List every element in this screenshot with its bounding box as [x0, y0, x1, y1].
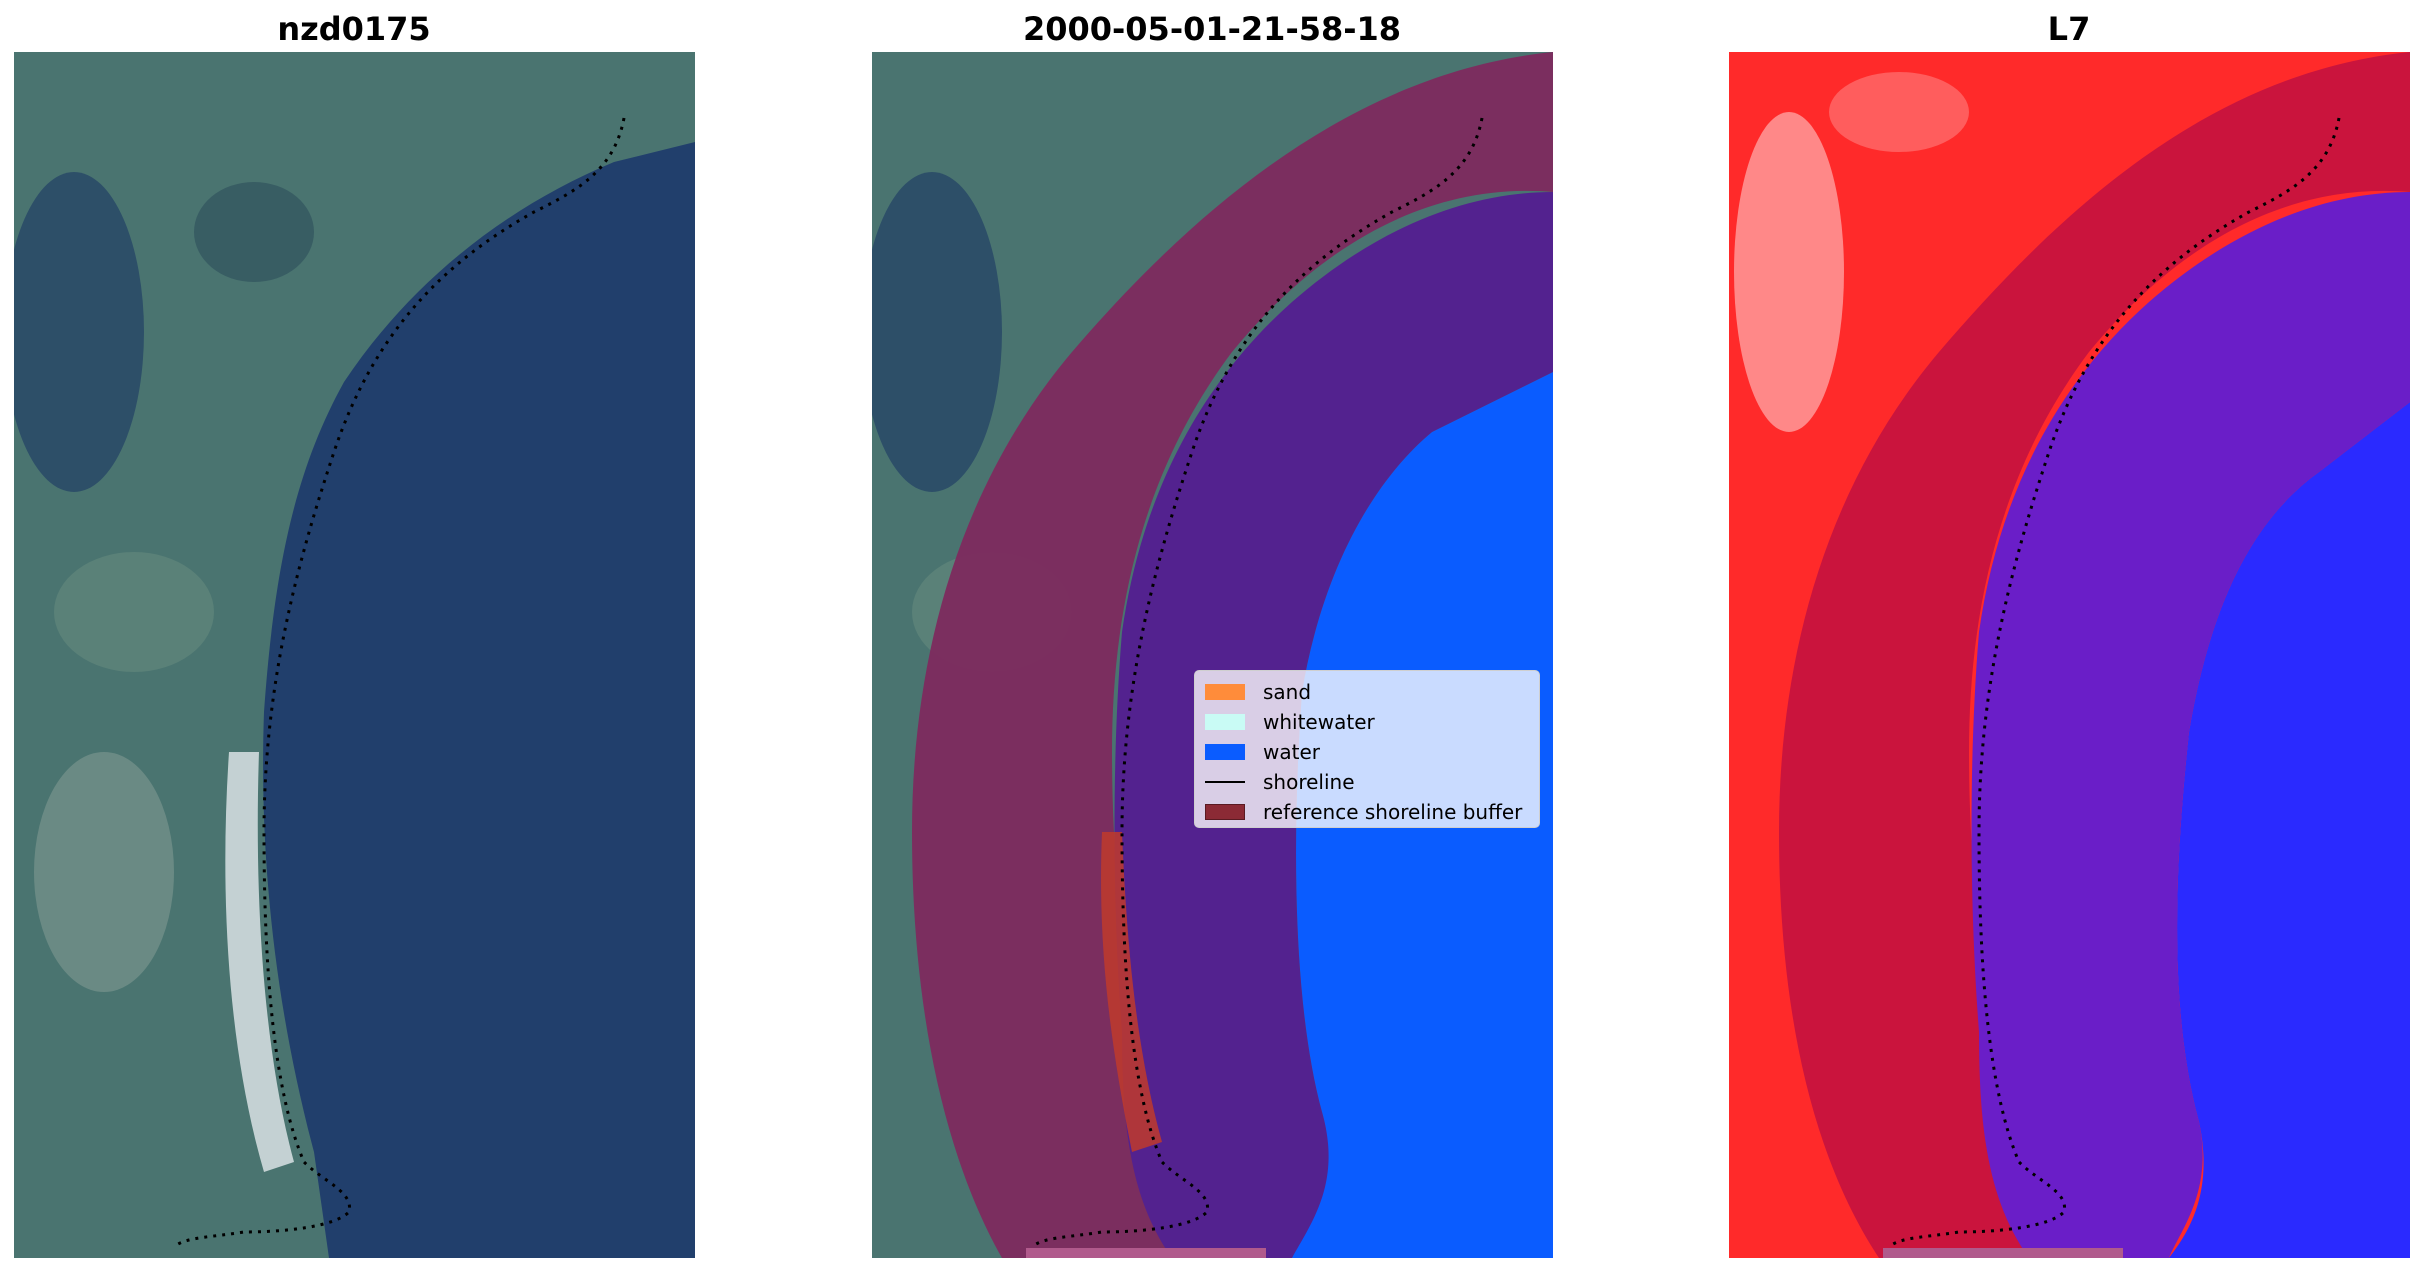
panel-title-date: 2000-05-01-21-58-18	[1022, 10, 1402, 48]
buffer-swatch	[1205, 804, 1245, 820]
legend-label: whitewater	[1263, 710, 1375, 734]
sea-area	[263, 142, 695, 1258]
legend-label: water	[1263, 740, 1320, 764]
legend-item-sand: sand	[1205, 677, 1529, 707]
legend-item-buffer: reference shoreline buffer	[1205, 797, 1529, 827]
whitewater-swatch	[1205, 714, 1245, 730]
legend-label: sand	[1263, 680, 1312, 704]
sand-swatch	[1205, 684, 1245, 700]
shoreline	[1030, 117, 1484, 1249]
buffer-water-overlap	[1114, 192, 1553, 1258]
water-index	[2169, 402, 2410, 1258]
sand-class	[1101, 832, 1162, 1152]
index-image-panel	[1729, 52, 2410, 1258]
shoreline-swatch	[1205, 781, 1245, 783]
beach	[225, 752, 294, 1172]
reference-shoreline-buffer	[912, 52, 1553, 1258]
buffer-water-overlap	[1971, 192, 2410, 1258]
water-swatch	[1205, 744, 1245, 760]
buffer-land-overlap	[1779, 52, 2410, 1258]
buffer-bottom-edge	[1883, 1248, 2123, 1258]
shoreline	[172, 117, 626, 1249]
panel-title-satellite: L7	[2047, 10, 2091, 48]
legend-label: shoreline	[1263, 770, 1355, 794]
legend-item-shoreline: shoreline	[1205, 767, 1529, 797]
buffer-bottom-edge	[1026, 1248, 1266, 1258]
classified-image-panel	[872, 52, 1553, 1258]
legend: sand whitewater water shoreline referenc…	[1194, 670, 1540, 828]
rgb-image-panel	[14, 52, 695, 1258]
legend-item-whitewater: whitewater	[1205, 707, 1529, 737]
legend-item-water: water	[1205, 737, 1529, 767]
shoreline	[1887, 117, 2341, 1249]
panel-title-site: nzd0175	[277, 10, 431, 48]
legend-label: reference shoreline buffer	[1263, 800, 1523, 824]
